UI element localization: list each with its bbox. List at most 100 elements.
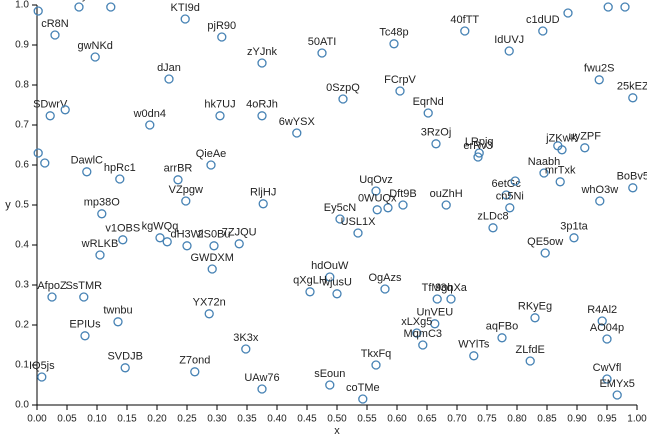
point xyxy=(37,372,47,382)
point-label: YX72n xyxy=(193,297,226,309)
y-tick-label: 0.7 xyxy=(15,120,29,131)
point-label: 0SzpQ xyxy=(326,82,360,94)
point xyxy=(580,143,590,153)
point-label: Dft9B xyxy=(389,188,417,200)
point xyxy=(181,196,191,206)
point-label: 40fTT xyxy=(450,14,479,26)
y-tick-label: 1.0 xyxy=(15,0,29,11)
point-label: OgAzs xyxy=(368,272,402,284)
point xyxy=(325,272,335,282)
point xyxy=(332,289,342,299)
point xyxy=(257,384,267,394)
point-label: Z7ond xyxy=(179,355,210,367)
point xyxy=(292,128,302,138)
point xyxy=(325,380,335,390)
point-label: SVDJB xyxy=(107,351,142,363)
y-tick-label: 0.0 xyxy=(15,400,29,411)
point-label: CwVfl xyxy=(593,362,622,374)
point xyxy=(257,111,267,121)
x-tick-label: 0.25 xyxy=(177,414,197,425)
point xyxy=(383,203,393,213)
point-label: SDwrV xyxy=(33,99,68,111)
point xyxy=(423,108,433,118)
point-label: c1dUD xyxy=(526,14,560,26)
point-label: mrTxk xyxy=(545,165,576,177)
point xyxy=(469,351,479,361)
point-label: kgWQq xyxy=(142,221,179,233)
point-label: 4oRJh xyxy=(246,99,278,111)
point xyxy=(317,48,327,58)
point xyxy=(74,2,84,12)
point xyxy=(418,340,428,350)
point xyxy=(540,248,550,258)
point-label: qXgLH xyxy=(293,275,327,287)
x-tick-label: 0.95 xyxy=(597,414,617,425)
point-label: VZpgw xyxy=(169,184,203,196)
x-tick-label: 0.50 xyxy=(327,414,347,425)
point-label: arrBR xyxy=(164,163,193,175)
point-label: TfM3q xyxy=(422,282,453,294)
point-label: RKyEg xyxy=(518,301,552,313)
point-label: R4Al2 xyxy=(587,304,617,316)
point-label: QE5ow xyxy=(527,236,563,248)
point xyxy=(204,309,214,319)
point-label: zLDc8 xyxy=(477,211,508,223)
x-tick-label: 0.00 xyxy=(27,414,47,425)
point-label: 2S0Bu xyxy=(197,229,230,241)
point xyxy=(215,111,225,121)
point-label: WYlTs xyxy=(458,339,490,351)
point xyxy=(371,360,381,370)
point-label: 3p1ta xyxy=(560,221,588,233)
point xyxy=(602,374,612,384)
point-label: 0WUQx xyxy=(358,193,397,205)
point xyxy=(395,86,405,96)
y-tick-label: 0.5 xyxy=(15,200,29,211)
point xyxy=(488,223,498,233)
x-tick-label: 0.35 xyxy=(237,414,257,425)
x-tick-label: 0.85 xyxy=(537,414,557,425)
y-tick-label: 0.1 xyxy=(15,360,29,371)
x-tick-label: 0.65 xyxy=(417,414,437,425)
point xyxy=(525,356,535,366)
x-tick-label: 0.20 xyxy=(147,414,167,425)
point xyxy=(45,111,55,121)
point-label: hk7UJ xyxy=(204,99,235,111)
x-tick-label: 0.90 xyxy=(567,414,587,425)
point xyxy=(40,158,50,168)
point-label: jZKwK xyxy=(545,133,578,145)
point xyxy=(620,2,630,12)
x-axis-label: x xyxy=(334,425,340,437)
point-label: cR8N xyxy=(41,18,69,30)
point-label: z9AyX xyxy=(63,0,95,2)
point xyxy=(432,294,442,304)
point-label: 6wYSX xyxy=(279,116,316,128)
point xyxy=(145,120,155,130)
point xyxy=(538,26,548,36)
point xyxy=(120,363,130,373)
y-tick-label: 0.2 xyxy=(15,320,29,331)
point xyxy=(431,139,441,149)
point-label: mp38O xyxy=(84,197,121,209)
point-label: cn5Ni xyxy=(496,191,524,203)
point-label: w0dn4 xyxy=(133,108,166,120)
point-label: erRv3 xyxy=(463,140,492,152)
y-tick-label: 0.6 xyxy=(15,160,29,171)
point xyxy=(180,14,190,24)
y-tick-label: 0.9 xyxy=(15,40,29,51)
x-tick-label: 0.10 xyxy=(87,414,107,425)
point-label: 50ATI xyxy=(308,36,337,48)
point-label: trbz2 xyxy=(99,0,123,2)
point xyxy=(257,58,267,68)
point-label: AO04p xyxy=(590,322,624,334)
point-label: aqFBo xyxy=(486,321,518,333)
point xyxy=(305,287,315,297)
y-tick-label: 0.8 xyxy=(15,80,29,91)
point-label: 7ZJQU xyxy=(222,227,257,239)
point xyxy=(209,241,219,251)
point-label: BoBv5 xyxy=(617,171,647,183)
point xyxy=(602,334,612,344)
point xyxy=(33,6,43,16)
point xyxy=(113,317,123,327)
x-tick-label: 0.55 xyxy=(357,414,377,425)
